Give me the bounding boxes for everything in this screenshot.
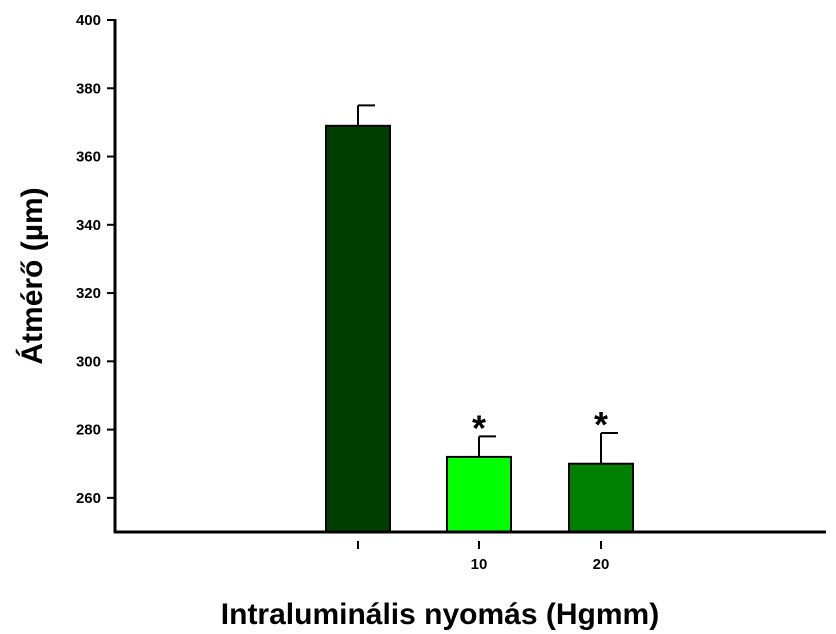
x-axis-title: Intraluminális nyomás (Hgmm) (221, 598, 659, 631)
y-tick-label: 320 (76, 285, 101, 302)
y-tick-label: 260 (76, 490, 101, 507)
x-tick-label: 20 (593, 556, 610, 573)
bar (325, 124, 391, 534)
x-tick-label: 10 (471, 556, 488, 573)
y-axis-title: Átmérő (µm) (15, 187, 49, 364)
y-tick-label: 380 (76, 80, 101, 97)
bar (568, 462, 634, 534)
y-tick-label: 280 (76, 422, 101, 439)
bars: * * (325, 104, 634, 534)
significance-marker: * (472, 407, 486, 448)
y-tick-label: 360 (76, 149, 101, 166)
y-tick-label: 400 (76, 12, 101, 29)
x-axis-ticks: 10 20 (357, 541, 610, 573)
y-tick-label: 340 (76, 217, 101, 234)
significance-marker: * (594, 404, 608, 445)
bar (446, 455, 512, 534)
y-tick-label: 300 (76, 353, 101, 370)
y-axis-ticks: 260 280 300 320 340 360 380 400 (76, 12, 115, 507)
